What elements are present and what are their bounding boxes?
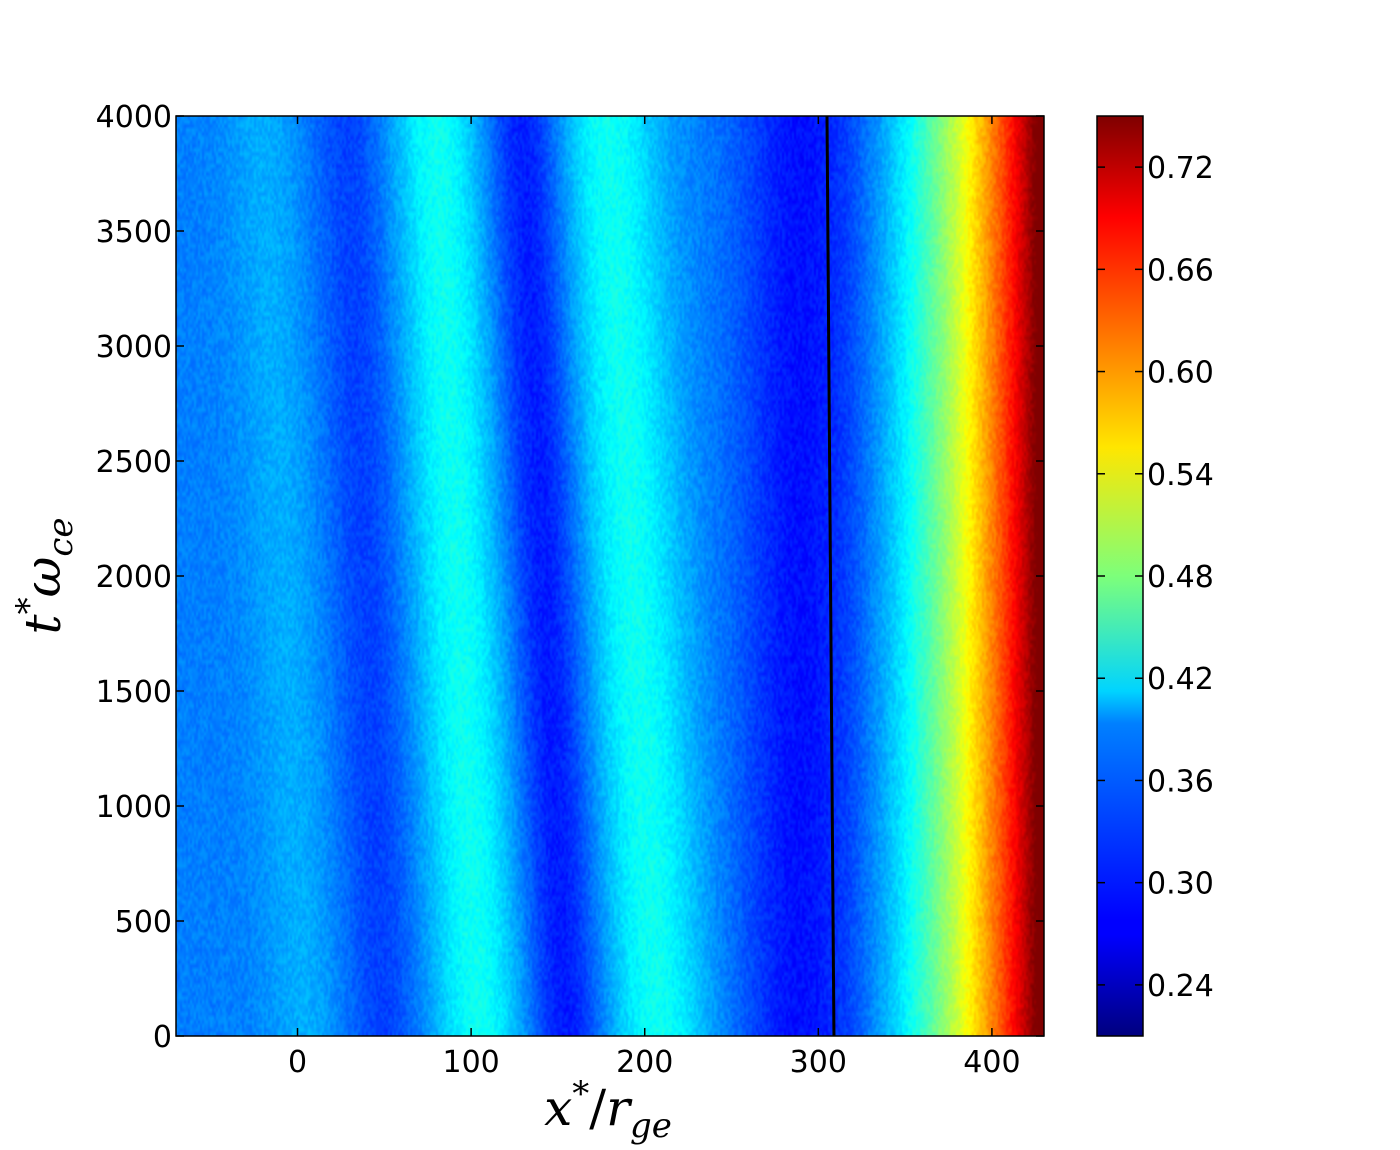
x-tick-label: 400 [963, 1045, 1020, 1080]
x-axis-label-sub: ge [630, 1106, 672, 1146]
y-tick-label: 0 [153, 1020, 172, 1055]
x-axis-label-sep: / [589, 1079, 606, 1137]
colorbar-tick-label: 0.60 [1147, 356, 1214, 391]
colorbar-tick-label: 0.36 [1147, 764, 1214, 799]
colorbar: 0.24 0.30 0.36 0.42 0.48 0.54 0.60 0.66 0.72 [1096, 115, 1214, 1037]
y-tick-label: 1500 [96, 675, 172, 710]
colorbar-ticks: 0.24 0.30 0.36 0.42 0.48 0.54 0.60 0.66 0.72 [1097, 151, 1214, 1004]
x-axis-label-base: x [544, 1079, 572, 1137]
heatmap-image [176, 116, 1044, 1036]
y-tick-label: 500 [115, 905, 172, 940]
heatmap-area [176, 116, 1044, 1036]
x-tick-label: 300 [790, 1045, 847, 1080]
x-axis-ticks: 0 100 200 300 400 [288, 116, 1021, 1080]
y-axis-ticks: 0 500 1000 1500 2000 2500 3000 3500 4000 [96, 100, 1044, 1055]
y-tick-label: 3500 [96, 215, 172, 250]
colorbar-tick-label: 0.30 [1147, 867, 1214, 902]
x-tick-label: 0 [288, 1045, 307, 1080]
colorbar-tick-label: 0.72 [1147, 151, 1214, 186]
colorbar-tick-label: 0.48 [1147, 560, 1214, 595]
x-axis-label: x*/rge [544, 1074, 672, 1146]
y-tick-label: 2500 [96, 445, 172, 480]
y-tick-label: 3000 [96, 330, 172, 365]
y-axis-label-sup: * [9, 597, 49, 614]
x-tick-label: 200 [616, 1045, 673, 1080]
x-axis-label-sup: * [572, 1074, 589, 1114]
y-tick-label: 1000 [96, 790, 172, 825]
vertical-marker-line [825, 116, 836, 1036]
y-axis-label: t*ωce [9, 517, 81, 634]
colorbar-tick-label: 0.42 [1147, 662, 1214, 697]
y-axis-label-base: t [14, 614, 72, 635]
y-tick-label: 2000 [96, 560, 172, 595]
y-axis-label-var: ω [14, 557, 72, 598]
colorbar-tick-label: 0.66 [1147, 253, 1214, 288]
y-tick-label: 4000 [96, 100, 172, 135]
y-axis-label-sub: ce [41, 517, 81, 556]
colorbar-tick-label: 0.24 [1147, 969, 1214, 1004]
x-axis-label-var: r [606, 1079, 633, 1137]
colorbar-tick-label: 0.54 [1147, 458, 1214, 493]
x-tick-label: 100 [442, 1045, 499, 1080]
